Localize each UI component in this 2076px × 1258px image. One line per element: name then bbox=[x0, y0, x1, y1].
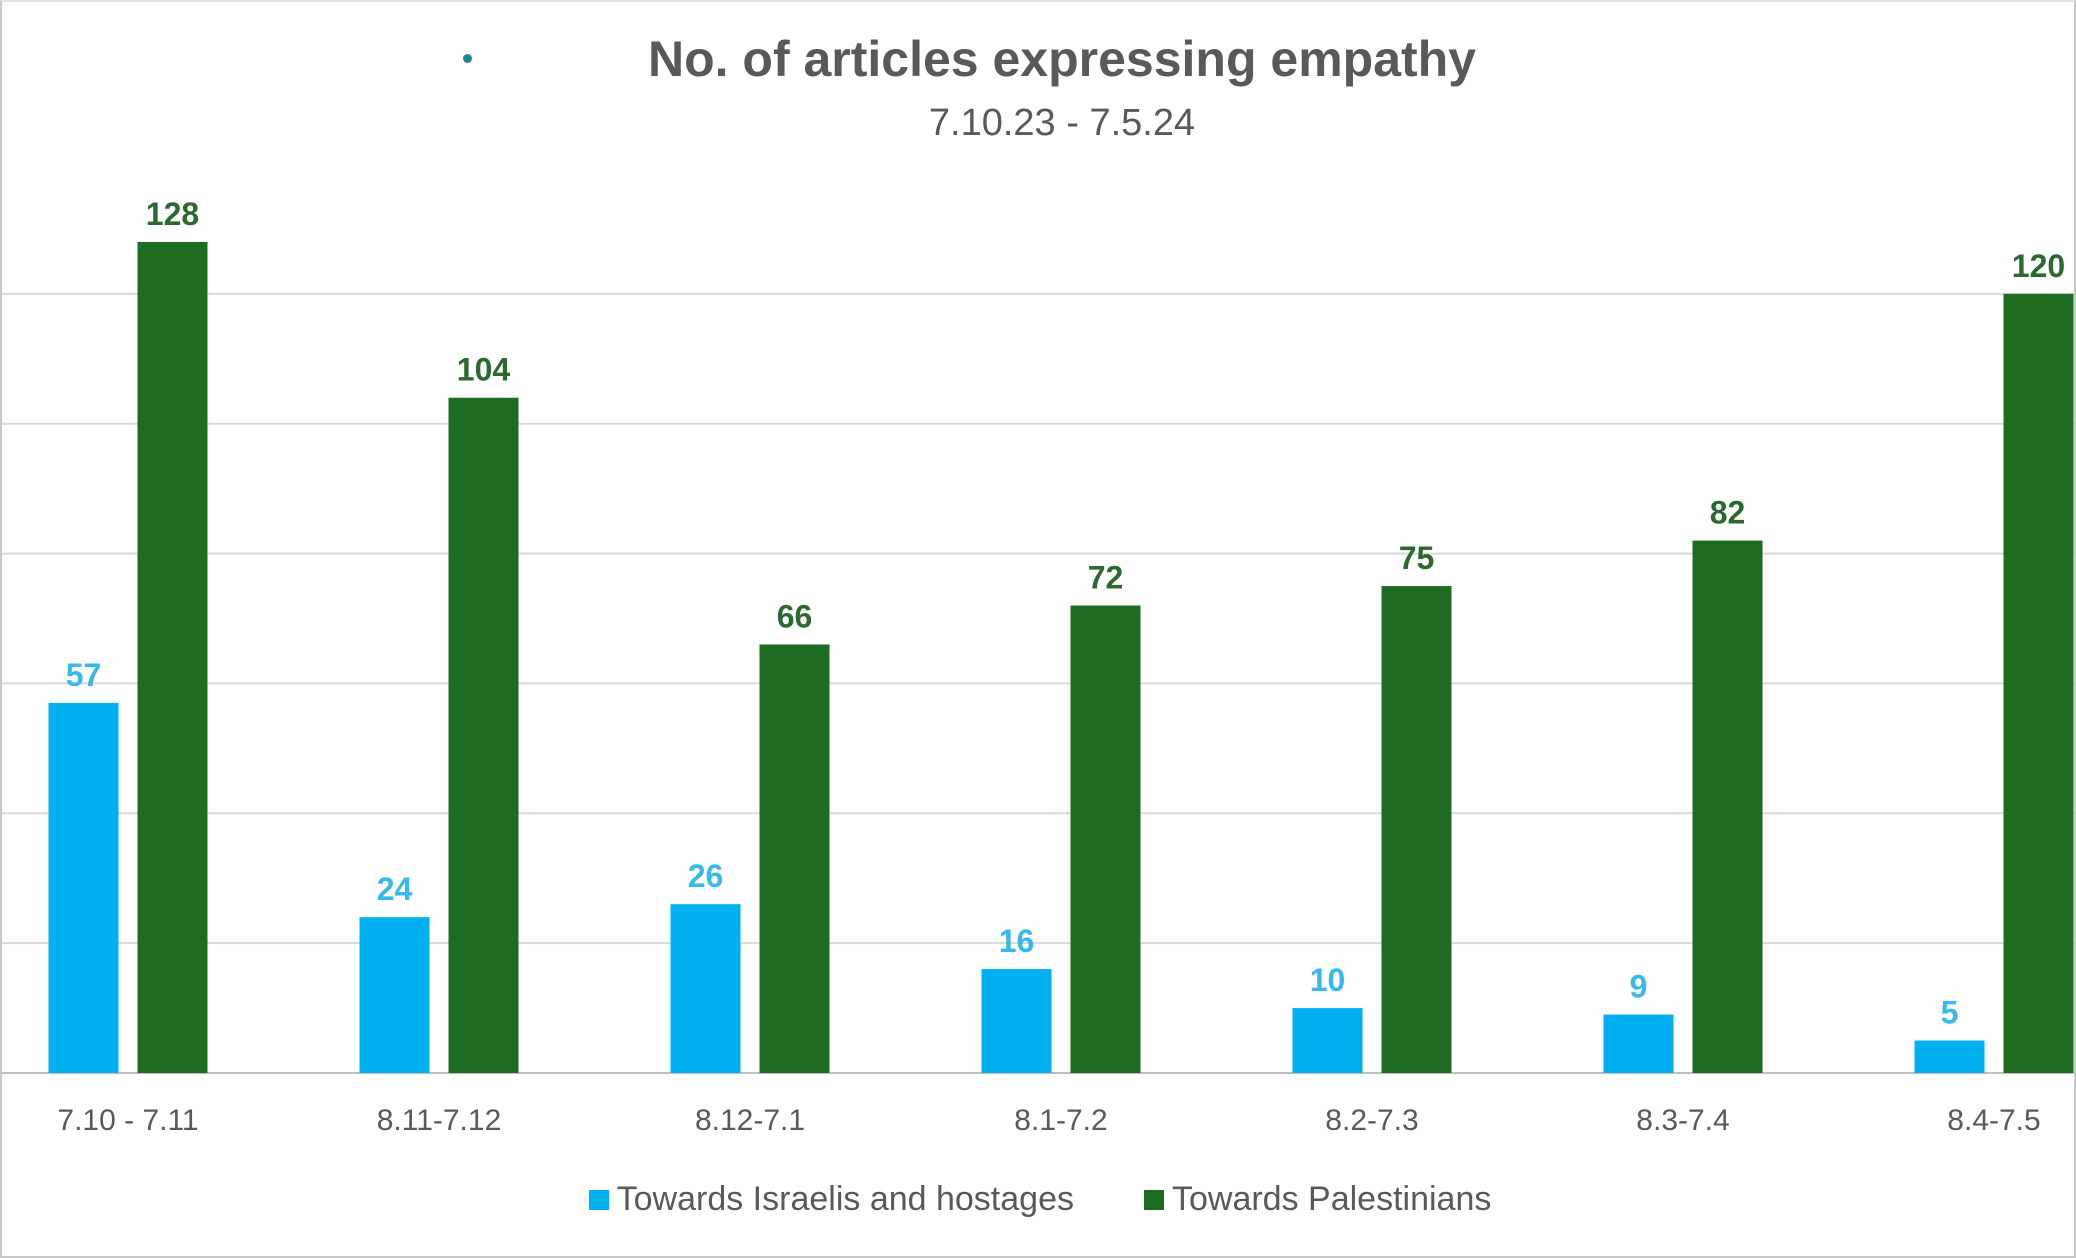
data-label-israelis: 16 bbox=[999, 923, 1035, 959]
legend-item-palestinians: Towards Palestinians bbox=[1143, 1180, 1492, 1219]
legend-swatch-palestinians bbox=[1143, 1189, 1164, 1210]
data-label-israelis: 10 bbox=[1310, 962, 1346, 998]
bar-palestinians bbox=[137, 241, 208, 1073]
data-label-palestinians: 120 bbox=[2012, 248, 2065, 284]
data-label-palestinians: 82 bbox=[1710, 495, 1746, 531]
x-axis: 7.10 - 7.11 8.11-7.12 8.12-7.1 8.1-7.2 8.2-7… bbox=[57, 1104, 2040, 1137]
chart-subtitle: 7.10.23 - 7.5.24 bbox=[928, 102, 1196, 144]
gridlines bbox=[2, 292, 2074, 1074]
data-label-israelis: 26 bbox=[688, 858, 724, 894]
bar-israelis bbox=[1603, 1014, 1674, 1073]
bar-palestinians bbox=[448, 397, 519, 1073]
data-label-israelis: 57 bbox=[66, 657, 102, 693]
x-tick-label: 8.3-7.4 bbox=[1636, 1104, 1729, 1137]
data-label-palestinians: 104 bbox=[457, 352, 511, 388]
data-label-israelis: 9 bbox=[1630, 969, 1648, 1005]
bar-palestinians bbox=[759, 644, 830, 1073]
x-tick-label: 7.10 - 7.11 bbox=[57, 1104, 198, 1137]
chart-title: No. of articles expressing empathy bbox=[647, 31, 1477, 87]
data-labels: 57 128 24 104 26 66 16 72 10 75 9 82 5 120 bbox=[66, 196, 2065, 1031]
legend-item-israelis: Towards Israelis and hostages bbox=[588, 1180, 1074, 1219]
bar-palestinians bbox=[1692, 540, 1763, 1073]
x-tick-label: 8.12-7.1 bbox=[695, 1104, 805, 1137]
legend: Towards Israelis and hostages Towards Pa… bbox=[2, 1180, 2074, 1219]
bar-israelis bbox=[981, 969, 1052, 1073]
legend-label-palestinians: Towards Palestinians bbox=[1171, 1180, 1492, 1218]
data-label-palestinians: 72 bbox=[1088, 560, 1124, 596]
legend-label-israelis: Towards Israelis and hostages bbox=[616, 1180, 1074, 1218]
bar-palestinians bbox=[1070, 605, 1141, 1073]
bar-palestinians bbox=[1381, 586, 1452, 1073]
bar-israelis bbox=[1292, 1008, 1363, 1073]
x-tick-label: 8.4-7.5 bbox=[1947, 1104, 2040, 1137]
bar-israelis bbox=[48, 702, 119, 1073]
title-dot bbox=[463, 54, 472, 63]
legend-swatch-israelis bbox=[588, 1189, 609, 1210]
data-label-palestinians: 66 bbox=[777, 598, 813, 634]
x-tick-label: 8.11-7.12 bbox=[377, 1104, 502, 1137]
bars bbox=[48, 241, 2074, 1073]
data-label-israelis: 5 bbox=[1941, 995, 1959, 1031]
bar-israelis bbox=[359, 917, 430, 1073]
bar-israelis bbox=[670, 904, 741, 1073]
data-label-palestinians: 128 bbox=[146, 196, 199, 232]
data-label-palestinians: 75 bbox=[1399, 540, 1435, 576]
bar-palestinians bbox=[2003, 293, 2074, 1073]
x-tick-label: 8.1-7.2 bbox=[1014, 1104, 1107, 1137]
bar-israelis bbox=[1914, 1040, 1985, 1073]
x-tick-label: 8.2-7.3 bbox=[1325, 1104, 1418, 1137]
data-label-israelis: 24 bbox=[377, 871, 413, 907]
